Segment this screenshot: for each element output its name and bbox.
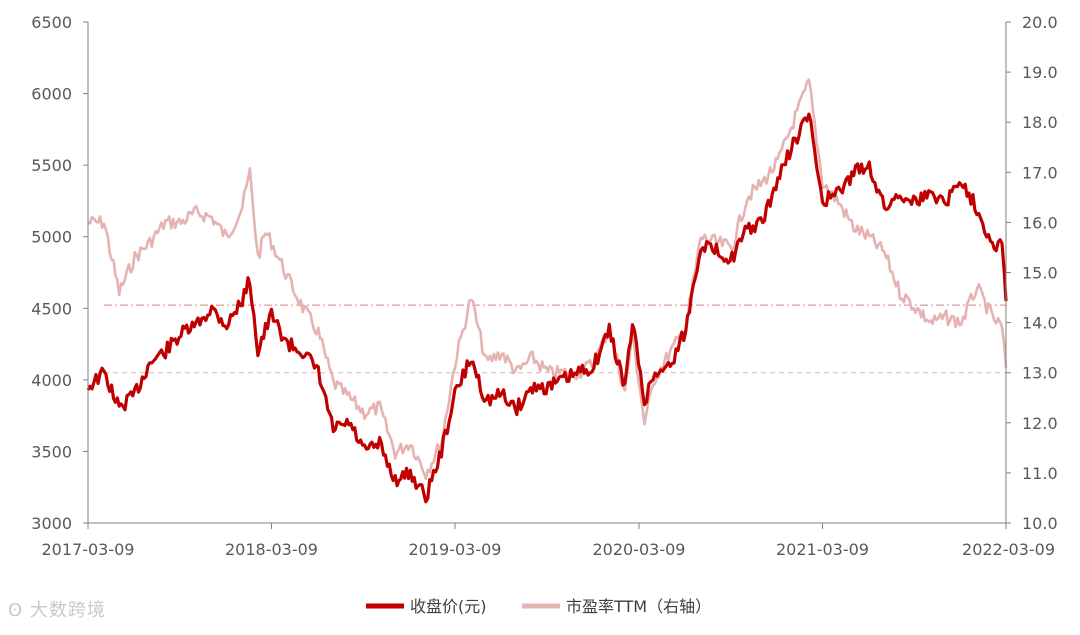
x-tick-label: 2021-03-09 — [776, 540, 869, 559]
y2-tick-label: 19.0 — [1022, 63, 1058, 82]
axis-layer: 3000 3500 4000 4500 5000 5500 6000 6500 10.0 11.0… — [31, 13, 1057, 559]
series-line-close-price — [86, 112, 1008, 504]
watermark: ʘ 大数跨境 — [8, 596, 106, 622]
legend-label-pe: 市盈率TTM（右轴） — [566, 597, 711, 616]
legend: 收盘价(元) 市盈率TTM（右轴） — [366, 597, 711, 616]
y2-tick-label: 14.0 — [1022, 314, 1058, 333]
y2-tick-label: 15.0 — [1022, 264, 1058, 283]
y-tick-label: 4500 — [31, 299, 72, 318]
legend-label-close: 收盘价(元) — [410, 597, 487, 616]
plot-layer — [86, 78, 1008, 504]
y2-tick-label: 17.0 — [1022, 163, 1058, 182]
y2-tick-label: 13.0 — [1022, 364, 1058, 383]
y-tick-label: 3000 — [31, 514, 72, 533]
y2-tick-label: 11.0 — [1022, 464, 1058, 483]
y2-tick-label: 16.0 — [1022, 213, 1058, 232]
x-tick-label: 2020-03-09 — [593, 540, 686, 559]
y-tick-label: 3500 — [31, 442, 72, 461]
y2-tick-label: 18.0 — [1022, 113, 1058, 132]
series-line-pe-ttm — [87, 78, 1008, 480]
y2-tick-label: 12.0 — [1022, 414, 1058, 433]
y-tick-label: 5000 — [31, 228, 72, 247]
watermark-icon: ʘ — [8, 600, 24, 621]
x-tick-label: 2018-03-09 — [225, 540, 318, 559]
watermark-text: 大数跨境 — [29, 600, 106, 621]
y2-tick-label: 20.0 — [1022, 13, 1058, 32]
y-tick-label: 6500 — [31, 13, 72, 32]
y-tick-label: 6000 — [31, 85, 72, 104]
y2-tick-label: 10.0 — [1022, 514, 1058, 533]
x-tick-label: 2019-03-09 — [409, 540, 502, 559]
x-tick-label: 2017-03-09 — [42, 540, 135, 559]
y-tick-label: 5500 — [31, 156, 72, 175]
x-tick-label: 2022-03-09 — [962, 540, 1055, 559]
y-tick-label: 4000 — [31, 371, 72, 390]
